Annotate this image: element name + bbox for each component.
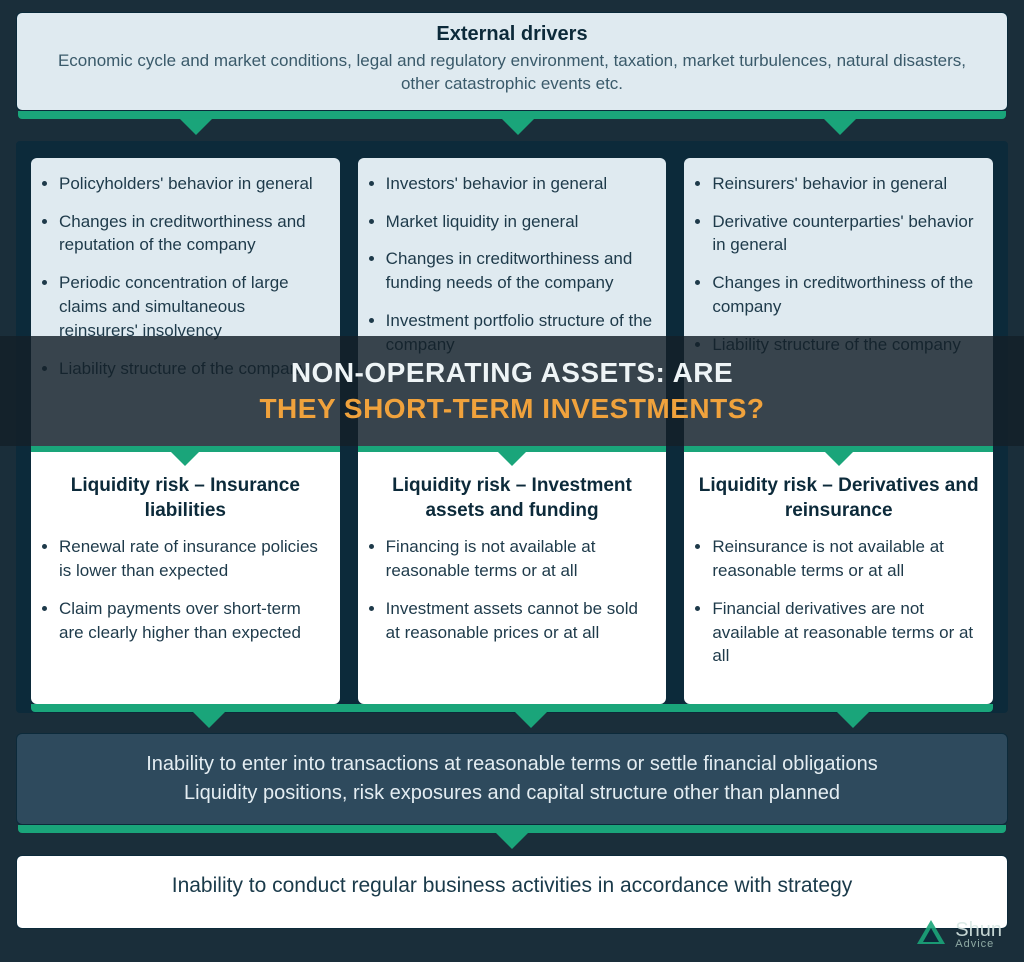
headline-overlay: NON-OPERATING ASSETS: ARE THEY SHORT-TER…	[0, 336, 1024, 446]
risk-card: Liquidity risk – Insurance liabilities R…	[31, 452, 340, 704]
diagram-canvas: External drivers Economic cycle and mark…	[0, 0, 1024, 962]
flow-arrow-icon	[193, 712, 225, 728]
external-drivers-box: External drivers Economic cycle and mark…	[16, 12, 1008, 111]
strategy-box: Inability to conduct regular business ac…	[16, 855, 1008, 929]
list-item: Financial derivatives are not available …	[712, 597, 979, 668]
flow-arrow-mid	[684, 446, 993, 452]
list-item: Reinsurers' behavior in general	[712, 172, 979, 196]
inability-line: Liquidity positions, risk exposures and …	[37, 779, 987, 808]
watermark: Shun Advice	[915, 918, 1002, 950]
flow-arrow-bar-bottom	[18, 825, 1006, 833]
risk-heading: Liquidity risk – Insurance liabilities	[45, 474, 326, 523]
headline-line-1: NON-OPERATING ASSETS: ARE	[291, 357, 733, 389]
risk-heading: Liquidity risk – Investment assets and f…	[372, 474, 653, 523]
watermark-text: Shun Advice	[955, 919, 1002, 950]
flow-arrow-icon	[496, 833, 528, 849]
risk-card: Liquidity risk – Investment assets and f…	[358, 452, 667, 704]
flow-arrow-icon	[180, 119, 212, 135]
flow-arrow-bar-band	[31, 704, 993, 712]
risk-card: Liquidity risk – Derivatives and reinsur…	[684, 452, 993, 704]
flow-arrow-icon	[171, 452, 199, 466]
list-item: Policyholders' behavior in general	[59, 172, 326, 196]
flow-arrow-icon	[498, 452, 526, 466]
list-item: Changes in creditworthiness and funding …	[386, 247, 653, 295]
list-item: Derivative counterparties' behavior in g…	[712, 210, 979, 258]
flow-arrow-icon	[515, 712, 547, 728]
flow-arrow-icon	[837, 712, 869, 728]
inability-box: Inability to enter into transactions at …	[16, 733, 1008, 825]
list-item: Renewal rate of insurance policies is lo…	[59, 535, 326, 583]
list-item: Investors' behavior in general	[386, 172, 653, 196]
list-item: Financing is not available at reasonable…	[386, 535, 653, 583]
flow-arrow-bar-top	[18, 111, 1006, 119]
list-item: Investment assets cannot be sold at reas…	[386, 597, 653, 645]
list-item: Claim payments over short-term are clear…	[59, 597, 326, 645]
external-drivers-desc: Economic cycle and market conditions, le…	[57, 50, 967, 96]
list-item: Reinsurance is not available at reasonab…	[712, 535, 979, 583]
inability-line: Inability to enter into transactions at …	[37, 750, 987, 779]
list-item: Changes in creditworthiness and reputati…	[59, 210, 326, 258]
flow-arrow-mid	[358, 446, 667, 452]
flow-arrow-mid	[31, 446, 340, 452]
list-item: Changes in creditworthiness of the compa…	[712, 271, 979, 319]
headline-line-2: THEY SHORT-TERM INVESTMENTS?	[259, 393, 764, 425]
external-drivers-title: External drivers	[57, 23, 967, 46]
list-item: Periodic concentration of large claims a…	[59, 271, 326, 342]
flow-arrow-icon	[502, 119, 534, 135]
flow-arrow-icon	[825, 452, 853, 466]
flow-arrow-icon	[824, 119, 856, 135]
watermark-logo-icon	[915, 918, 947, 950]
risk-heading: Liquidity risk – Derivatives and reinsur…	[698, 474, 979, 523]
list-item: Market liquidity in general	[386, 210, 653, 234]
